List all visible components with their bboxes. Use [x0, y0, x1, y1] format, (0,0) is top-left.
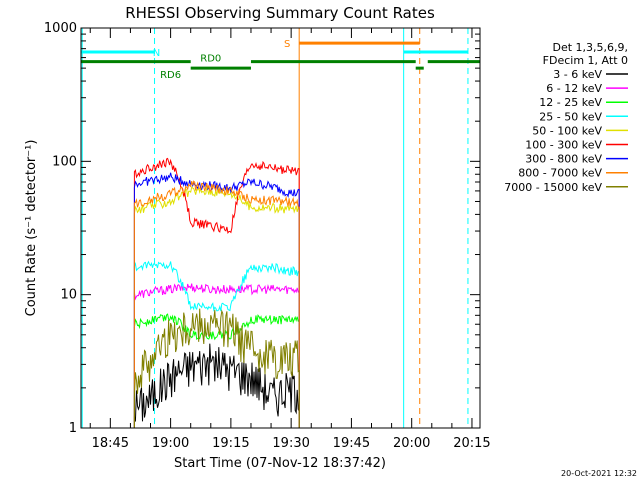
x-axis-label: Start Time (07-Nov-12 18:37:42): [174, 456, 386, 471]
annotation-bar-label: S: [284, 39, 290, 50]
legend-entry-label: 6 - 12 keV: [546, 82, 602, 95]
legend-header: FDecim 1, Att 0: [543, 54, 628, 67]
series-line-50-100kev: [133, 185, 300, 428]
plot-area: N S RD0 RD6: [81, 28, 480, 428]
series-line-100-300kev: [133, 157, 300, 428]
y-tick-label: 10: [60, 288, 77, 303]
legend-entry-label: 100 - 300 keV: [525, 139, 602, 152]
x-tick-label: 18:45: [92, 436, 129, 451]
x-tick-label: 20:15: [453, 436, 490, 451]
annotation-bar-label: RD6: [160, 70, 181, 81]
series-line-800-7000kev: [133, 180, 300, 428]
legend-entry-label: 12 - 25 keV: [539, 96, 602, 109]
y-axis-label: Count Rate (s⁻¹ detector⁻¹): [24, 140, 39, 317]
chart-title: RHESSI Observing Summary Count Rates: [125, 4, 435, 22]
legend-entry-label: 300 - 800 keV: [525, 153, 602, 166]
x-tick-label: 19:00: [152, 436, 189, 451]
series-line-25-50kev: [133, 260, 300, 428]
series-line-300-800kev: [133, 172, 300, 428]
y-tick-label: 1: [69, 421, 77, 436]
x-tick-label: 19:30: [272, 436, 309, 451]
series-line-12-25kev: [133, 313, 300, 428]
series-line-7000-15000kev: [133, 308, 300, 428]
series-line-3-6kev: [133, 343, 300, 428]
legend-entry-label: 3 - 6 keV: [553, 68, 602, 81]
legend: Det 1,3,5,6,9,FDecim 1, Att 03 - 6 keV6 …: [504, 41, 628, 194]
axes-frame: 1 10 100 1000 18:45 19:00 19:15 19:30 19:45 20:00…: [44, 21, 491, 451]
plot-frame: [80, 27, 481, 429]
legend-entry-label: 7000 - 15000 keV: [504, 181, 602, 194]
x-tick-label: 19:15: [212, 436, 249, 451]
x-tick-label: 19:45: [333, 436, 370, 451]
legend-entry-label: 50 - 100 keV: [532, 124, 602, 137]
y-tick-label: 100: [52, 154, 77, 169]
legend-entry-label: 800 - 7000 keV: [518, 167, 602, 180]
plot-timestamp: 20-Oct-2021 12:32: [561, 469, 637, 478]
series-line-6-12kev: [133, 283, 300, 428]
y-tick-label: 1000: [44, 21, 77, 36]
x-tick-label: 20:00: [393, 436, 430, 451]
legend-entry-label: 25 - 50 keV: [539, 110, 602, 123]
legend-header: Det 1,3,5,6,9,: [552, 41, 628, 54]
annotation-bar-label: N: [153, 48, 160, 59]
annotation-bar-label: RD0: [200, 54, 221, 65]
